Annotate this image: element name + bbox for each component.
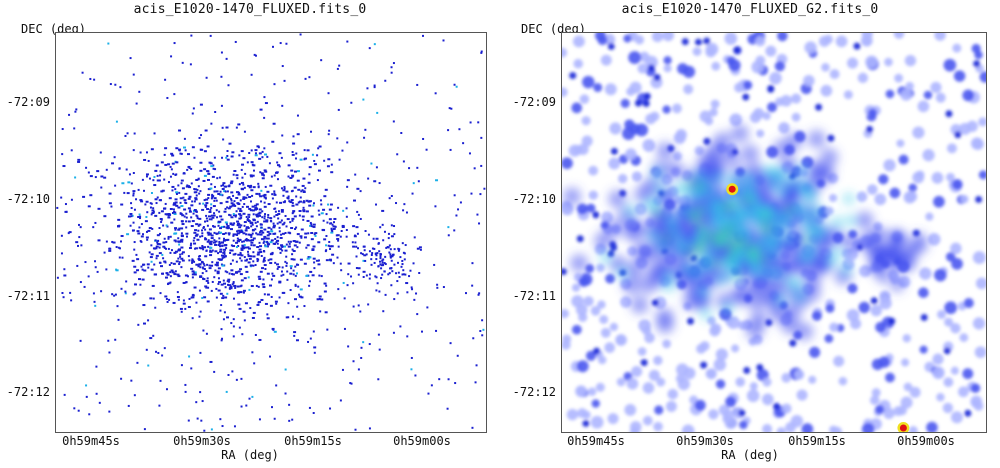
right-image-title: acis_E1020-1470_FLUXED_G2.fits_0	[621, 2, 879, 17]
right-smoothed-image[interactable]	[561, 32, 987, 433]
right-ytick-2: -72:10	[512, 192, 556, 206]
left-ytick-2: -72:10	[6, 192, 50, 206]
right-image-panel: acis_E1020-1470_FLUXED_G2.fits_0 DEC (de…	[500, 0, 1000, 468]
right-ytick-4: -72:12	[512, 385, 556, 399]
right-ra-axis-label: RA (deg)	[721, 448, 779, 462]
left-xtick-3: 0h59m15s	[284, 434, 342, 448]
left-xtick-2: 0h59m30s	[173, 434, 231, 448]
left-ytick-1: -72:09	[6, 95, 50, 109]
right-xtick-2: 0h59m30s	[676, 434, 734, 448]
right-ytick-3: -72:11	[512, 289, 556, 303]
right-smoothed-render	[562, 33, 986, 432]
left-ytick-3: -72:11	[6, 289, 50, 303]
left-ra-axis-label: RA (deg)	[221, 448, 279, 462]
left-xtick-4: 0h59m00s	[393, 434, 451, 448]
left-image-title: acis_E1020-1470_FLUXED.fits_0	[133, 2, 367, 17]
right-xtick-4: 0h59m00s	[897, 434, 955, 448]
left-event-scatter	[56, 33, 486, 432]
left-image-panel: acis_E1020-1470_FLUXED.fits_0 DEC (deg) …	[6, 2, 487, 462]
left-xtick-1: 0h59m45s	[62, 434, 120, 448]
left-ytick-4: -72:12	[6, 385, 50, 399]
right-xtick-1: 0h59m45s	[567, 434, 625, 448]
right-xtick-3: 0h59m15s	[788, 434, 846, 448]
right-ytick-1: -72:09	[512, 95, 556, 109]
left-event-image[interactable]	[55, 32, 487, 433]
